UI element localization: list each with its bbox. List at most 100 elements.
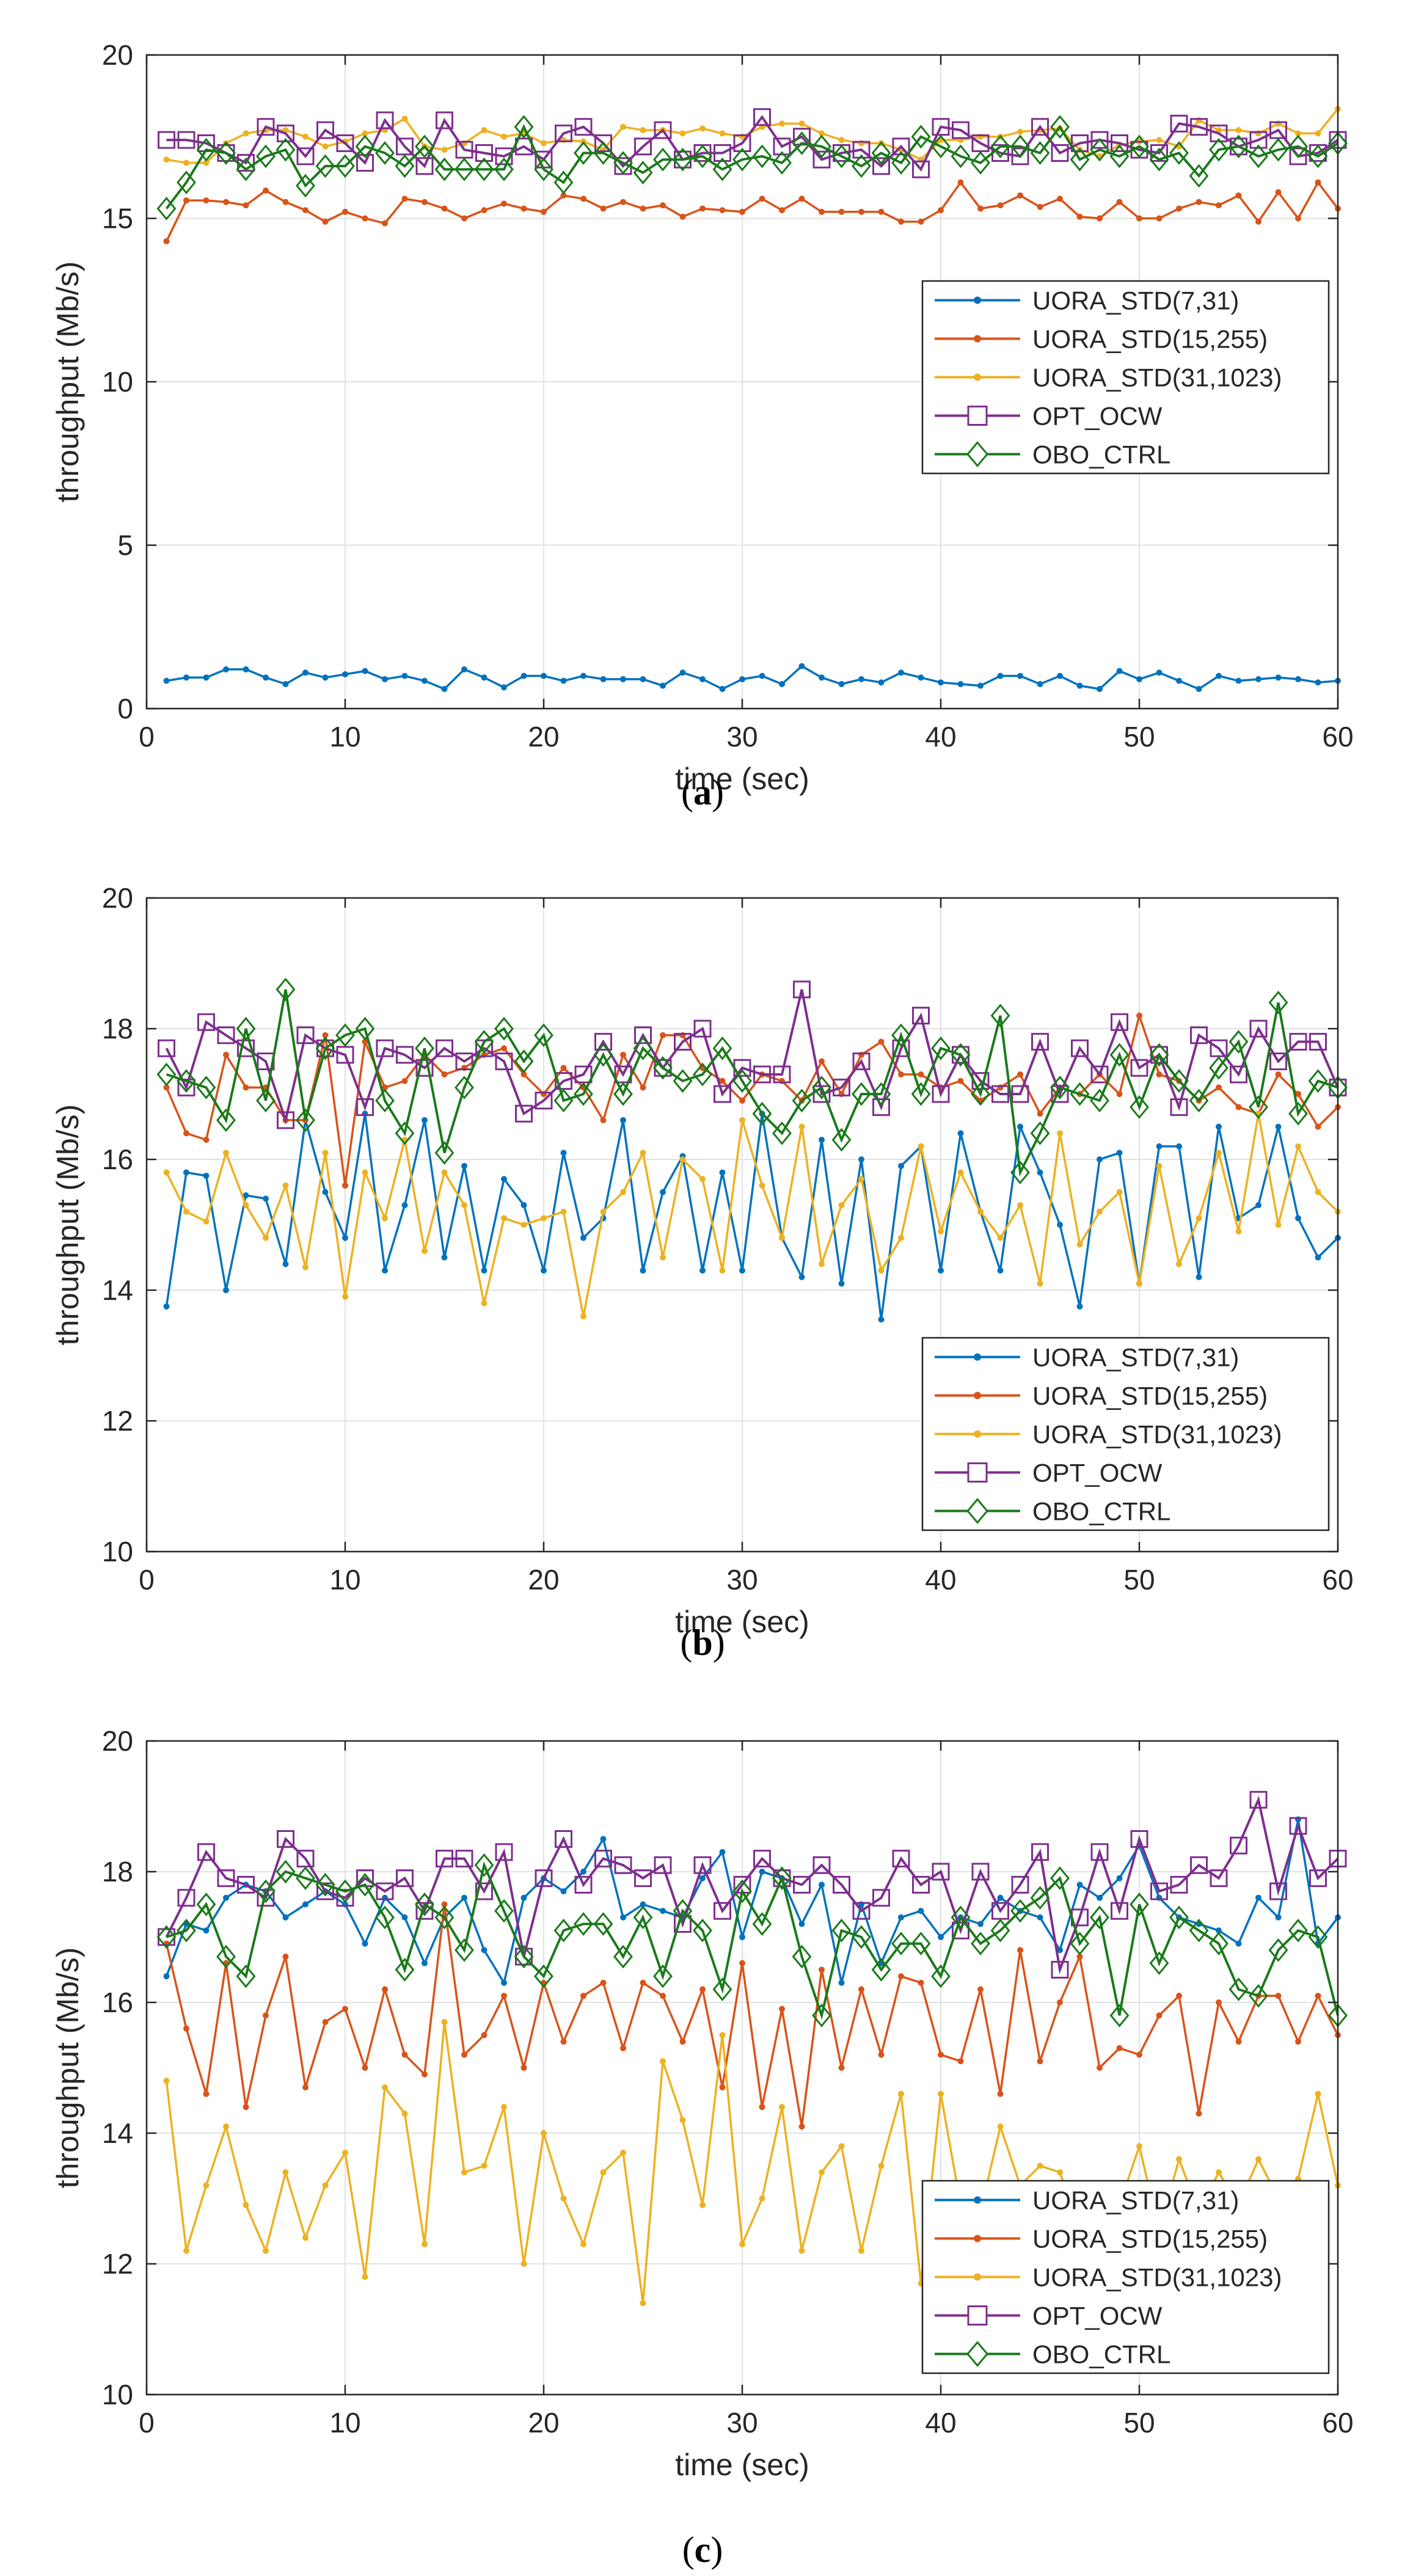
legend-marker <box>974 1430 981 1438</box>
x-tick-label: 40 <box>925 721 956 753</box>
data-point <box>401 2110 408 2117</box>
data-point <box>501 1176 507 1183</box>
panel-a: 0 10 20 30 40 50 60 0 5 10 15 20 time (sec) throughpu… <box>0 0 1402 843</box>
data-point <box>918 1143 924 1150</box>
data-point <box>1216 1999 1222 2005</box>
data-point <box>322 143 329 150</box>
data-point <box>831 144 852 169</box>
data-point <box>1051 1085 1069 1103</box>
data-point <box>223 1894 229 1901</box>
data-point <box>336 1889 354 1907</box>
throughput-chart-a: 0 10 20 30 40 50 60 0 5 10 15 20 time (sec) throughpu… <box>51 39 1354 796</box>
data-point <box>1210 124 1228 142</box>
data-point <box>1037 2058 1043 2065</box>
data-point <box>441 1169 448 1176</box>
series-opt-ocw <box>158 108 1347 178</box>
data-point <box>1189 1089 1209 1113</box>
legend-label: OPT_OCW <box>1032 1459 1163 1487</box>
data-point <box>1109 1043 1130 1067</box>
data-point <box>858 1176 864 1183</box>
data-point <box>376 111 394 130</box>
data-point <box>1196 1274 1202 1280</box>
data-point <box>1010 1899 1030 1923</box>
data-point <box>1090 1089 1109 1113</box>
data-point <box>858 2247 864 2254</box>
data-point <box>1229 1030 1249 1054</box>
data-point <box>1070 1932 1090 1956</box>
legend: UORA_STD(7,31) UORA_STD(15,255) UORA_STD(3… <box>921 1337 1330 1531</box>
data-point <box>997 2090 1004 2097</box>
data-point <box>640 1150 646 1156</box>
data-point <box>1076 213 1083 220</box>
legend-label: OBO_CTRL <box>1032 1497 1170 1526</box>
data-point <box>243 666 249 673</box>
data-point <box>699 1267 706 1274</box>
y-tick-label: 14 <box>102 1274 133 1306</box>
series-line-obo-ctrl <box>166 989 1338 1177</box>
legend-item-uora-std-31-1023: UORA_STD(31,1023) <box>935 1420 1282 1449</box>
data-point <box>1170 114 1188 133</box>
data-point <box>1289 147 1307 166</box>
y-axis-label: throughput (Mb/s) <box>51 1947 85 2189</box>
series-line-obo-ctrl <box>165 123 1339 210</box>
data-point <box>1315 2090 1321 2097</box>
data-point <box>342 1182 348 1189</box>
data-point <box>156 197 177 221</box>
data-point <box>1057 2169 1063 2176</box>
data-point <box>282 2169 289 2176</box>
data-point <box>434 1140 455 1165</box>
data-point <box>858 208 864 215</box>
data-point <box>1209 1932 1229 1956</box>
data-point <box>1235 1940 1242 1947</box>
y-tick-label: 10 <box>102 2379 133 2410</box>
data-point <box>878 1038 885 1045</box>
data-point <box>1076 1303 1083 1310</box>
data-point <box>918 674 924 681</box>
data-point <box>1176 677 1182 684</box>
data-point <box>236 1964 256 1988</box>
data-point <box>1216 1123 1222 1130</box>
data-point <box>203 2182 210 2189</box>
data-point <box>831 1128 852 1152</box>
data-point <box>1275 1071 1282 1078</box>
series-obo-ctrl <box>156 115 1348 221</box>
ticks: 0 10 20 30 40 50 60 0 5 10 15 20 <box>102 39 1354 753</box>
data-point <box>362 2065 368 2071</box>
data-point <box>535 1092 553 1110</box>
data-point <box>396 1046 414 1064</box>
data-point <box>375 141 395 165</box>
data-point <box>892 1039 910 1057</box>
data-point <box>553 1089 574 1113</box>
data-point <box>1150 1882 1168 1900</box>
data-point <box>1269 1882 1287 1900</box>
data-point <box>772 1866 792 1891</box>
data-point <box>342 2005 348 2012</box>
x-axis-label: time (sec) <box>675 762 809 796</box>
data-point <box>693 1020 712 1038</box>
data-point <box>183 159 189 166</box>
data-point <box>455 1850 473 1868</box>
data-point <box>891 151 911 175</box>
legend-label: UORA_STD(7,31) <box>1032 1343 1239 1372</box>
data-point <box>501 1045 507 1052</box>
x-tick-label: 0 <box>139 721 155 753</box>
data-point <box>719 685 726 692</box>
data-point <box>871 141 891 165</box>
data-point <box>1268 1938 1288 1962</box>
data-point <box>263 2247 269 2254</box>
data-point <box>520 673 527 679</box>
data-point <box>798 1123 805 1130</box>
data-point <box>223 666 229 673</box>
data-point <box>739 2241 745 2247</box>
data-point <box>938 679 944 686</box>
data-point <box>196 1075 216 1100</box>
data-point <box>1255 1202 1261 1208</box>
data-point <box>1216 1084 1222 1091</box>
data-point <box>600 676 607 682</box>
data-point <box>798 1921 805 1927</box>
data-point <box>792 1089 812 1113</box>
data-point <box>362 130 368 137</box>
data-point <box>534 1964 553 1988</box>
legend-label: OBO_CTRL <box>1032 440 1170 469</box>
